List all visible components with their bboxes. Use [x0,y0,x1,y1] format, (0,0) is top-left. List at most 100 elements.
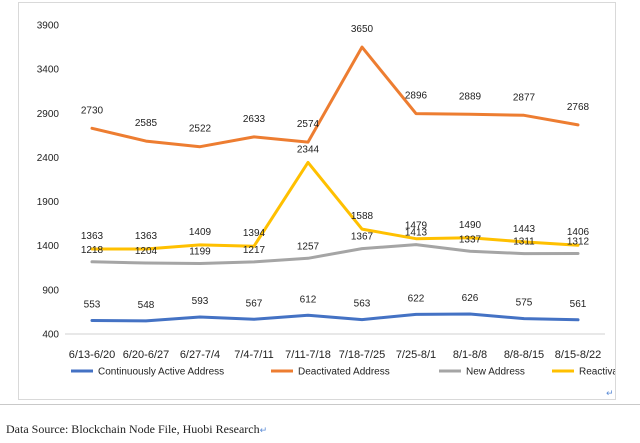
data-label: 2889 [459,91,482,102]
data-label: 1479 [405,221,428,232]
data-point [306,161,310,164]
data-point [252,260,256,264]
legend-label: Continuously Active Address [98,367,224,378]
data-point [360,227,364,231]
data-label: 575 [516,298,533,309]
data-point [414,237,418,240]
data-point [360,318,364,321]
data-label: 1199 [189,246,211,257]
data-point [522,317,526,320]
data-label: 1406 [567,227,590,238]
x-tick-label: 8/1-8/8 [453,349,487,361]
x-tick-label: 6/20-6/27 [123,349,169,361]
data-label: 622 [408,293,425,304]
data-label: 1218 [81,245,104,256]
data-point [252,135,256,139]
data-label: 1413 [405,228,428,239]
data-label: 3650 [351,24,374,35]
y-tick-label: 2900 [37,109,60,120]
data-point [306,140,310,144]
x-tick-label: 6/13-6/20 [69,349,115,361]
data-label: 626 [462,293,479,304]
data-label: 2633 [243,114,266,125]
data-label: 1409 [189,227,212,238]
data-point [522,240,526,244]
x-tick-label: 7/18-7/25 [339,349,385,361]
data-point [144,247,148,251]
data-point [90,247,94,251]
series-line-2 [90,45,580,149]
data-point [144,139,148,143]
data-label: 612 [300,294,317,305]
return-mark-icon: ↵ [606,389,614,399]
y-axis: 400 900 1400 1900 2400 2900 3400 3900 [37,21,60,341]
data-point [252,245,256,248]
data-point [306,257,310,260]
data-label: 567 [246,298,263,309]
legend-label: Deactivated Address [298,367,390,378]
data-point [90,319,94,322]
series-line-1 [90,312,580,323]
data-label: 2522 [189,124,212,135]
chart-container: 400 900 1400 1900 2400 2900 3400 3900 6/13-6/20… [18,2,640,400]
data-point [414,243,418,246]
data-label: 1363 [81,231,104,242]
divider [0,404,640,405]
data-label: 553 [84,299,101,310]
data-label: 563 [354,299,371,310]
data-point [252,318,256,321]
data-label: 1217 [243,245,266,256]
data-point [414,112,418,115]
data-label: 1204 [135,246,158,257]
data-point [198,243,202,247]
data-label: 1337 [459,234,482,245]
data-label: 1311 [513,237,535,248]
x-tick-label: 7/4-7/11 [234,349,274,361]
y-tick-label: 2400 [37,153,60,164]
legend-label: Reactivated Address [579,367,615,378]
data-label: 2730 [81,105,104,116]
data-point [90,127,94,130]
data-label: 2574 [297,119,320,130]
y-tick-label: 1400 [37,241,60,252]
data-point [468,113,472,116]
return-mark-icon: ↵ [259,426,268,436]
source-text: Data Source: Blockchain Node File, Huobi… [6,422,260,436]
data-point [198,262,202,265]
data-point [144,261,148,265]
data-label: 2768 [567,102,590,113]
data-point [522,114,526,117]
data-point [468,236,472,239]
data-point [90,260,94,263]
data-label: 548 [138,300,155,311]
x-tick-label: 7/25-8/1 [396,349,436,361]
data-label: 2877 [513,92,536,103]
data-point [198,315,202,319]
data-label: 1257 [297,241,320,252]
x-tick-label: 8/8-8/15 [504,349,544,361]
data-point [468,312,472,316]
data-point [360,45,364,49]
data-label: 2344 [297,144,320,155]
y-tick-label: 900 [42,285,59,296]
data-labels: 553 548 593 567 612 563 622 626 575 561 2730 2585 25… [81,24,590,311]
y-tick-label: 3400 [37,65,60,76]
line-chart: 400 900 1400 1900 2400 2900 3400 3900 6/13-6/20… [37,21,640,378]
legend: Continuously Active Address Deactivated A… [71,367,640,378]
data-point [576,318,580,321]
data-point [576,123,580,127]
data-label: 1490 [459,220,482,231]
data-label: 1312 [567,236,590,247]
data-point [306,314,310,317]
data-point [468,250,472,253]
data-label: 593 [192,296,209,307]
y-tick-label: 1900 [37,197,60,208]
data-label: 1363 [135,231,158,242]
data-point [360,247,364,250]
data-point [522,252,526,255]
x-tick-label: 8/15-8/22 [555,349,601,361]
data-point [576,243,580,247]
data-label: 1394 [243,228,266,239]
x-axis: 6/13-6/20 6/20-6/27 6/27-7/4 7/4-7/11 7/11-7… [65,333,605,361]
